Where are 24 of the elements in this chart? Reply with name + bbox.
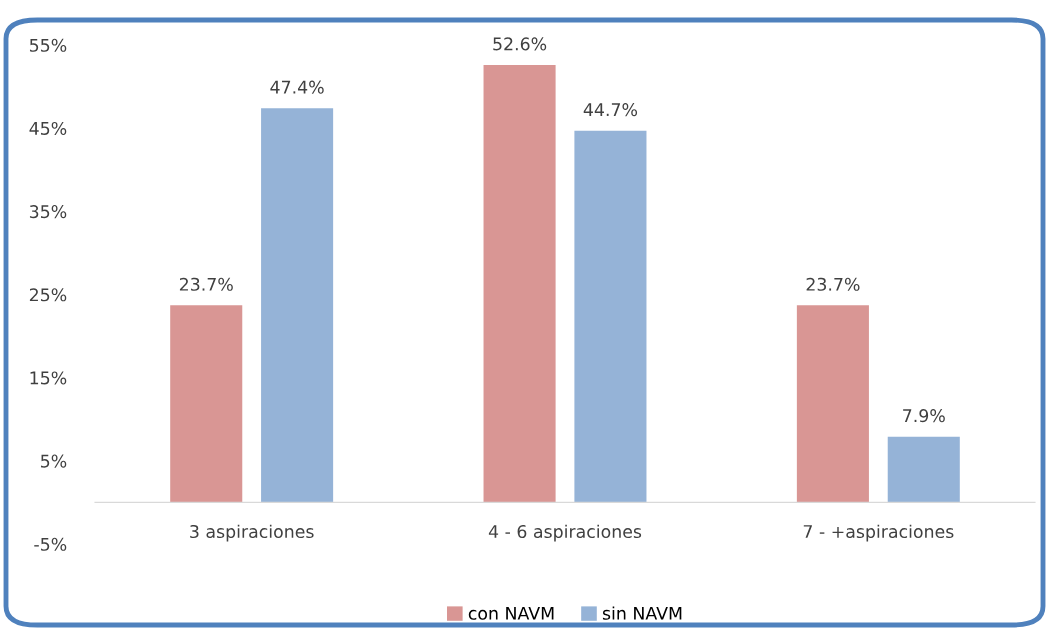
y-tick-label: 55% [29, 38, 67, 52]
y-tick-label: 35% [29, 205, 67, 219]
data-label: 7.9% [903, 409, 945, 423]
bar [261, 108, 334, 503]
bar [574, 130, 647, 503]
bar [796, 305, 869, 503]
y-tick-label: 5% [41, 454, 67, 468]
x-tick-label: 7 - +aspiraciones [803, 524, 954, 542]
bar [887, 436, 960, 503]
y-tick-label: -5% [34, 537, 67, 551]
bar [170, 305, 243, 503]
legend-label: sin NAVM [602, 606, 682, 620]
bar [483, 64, 556, 503]
data-label: 23.7% [179, 277, 233, 291]
data-label: 47.4% [270, 80, 324, 94]
data-label: 44.7% [583, 103, 638, 117]
y-tick-label: 15% [30, 371, 67, 385]
data-label: 23.7% [806, 277, 860, 291]
legend-label: con NAVM [468, 606, 554, 620]
x-tick-label: 4 - 6 aspiraciones [488, 524, 642, 542]
x-tick-label: 3 aspiraciones [190, 524, 314, 542]
y-tick-label: 45% [29, 121, 67, 136]
y-tick-label: 25% [29, 288, 67, 302]
data-label: 52.6% [493, 37, 547, 51]
